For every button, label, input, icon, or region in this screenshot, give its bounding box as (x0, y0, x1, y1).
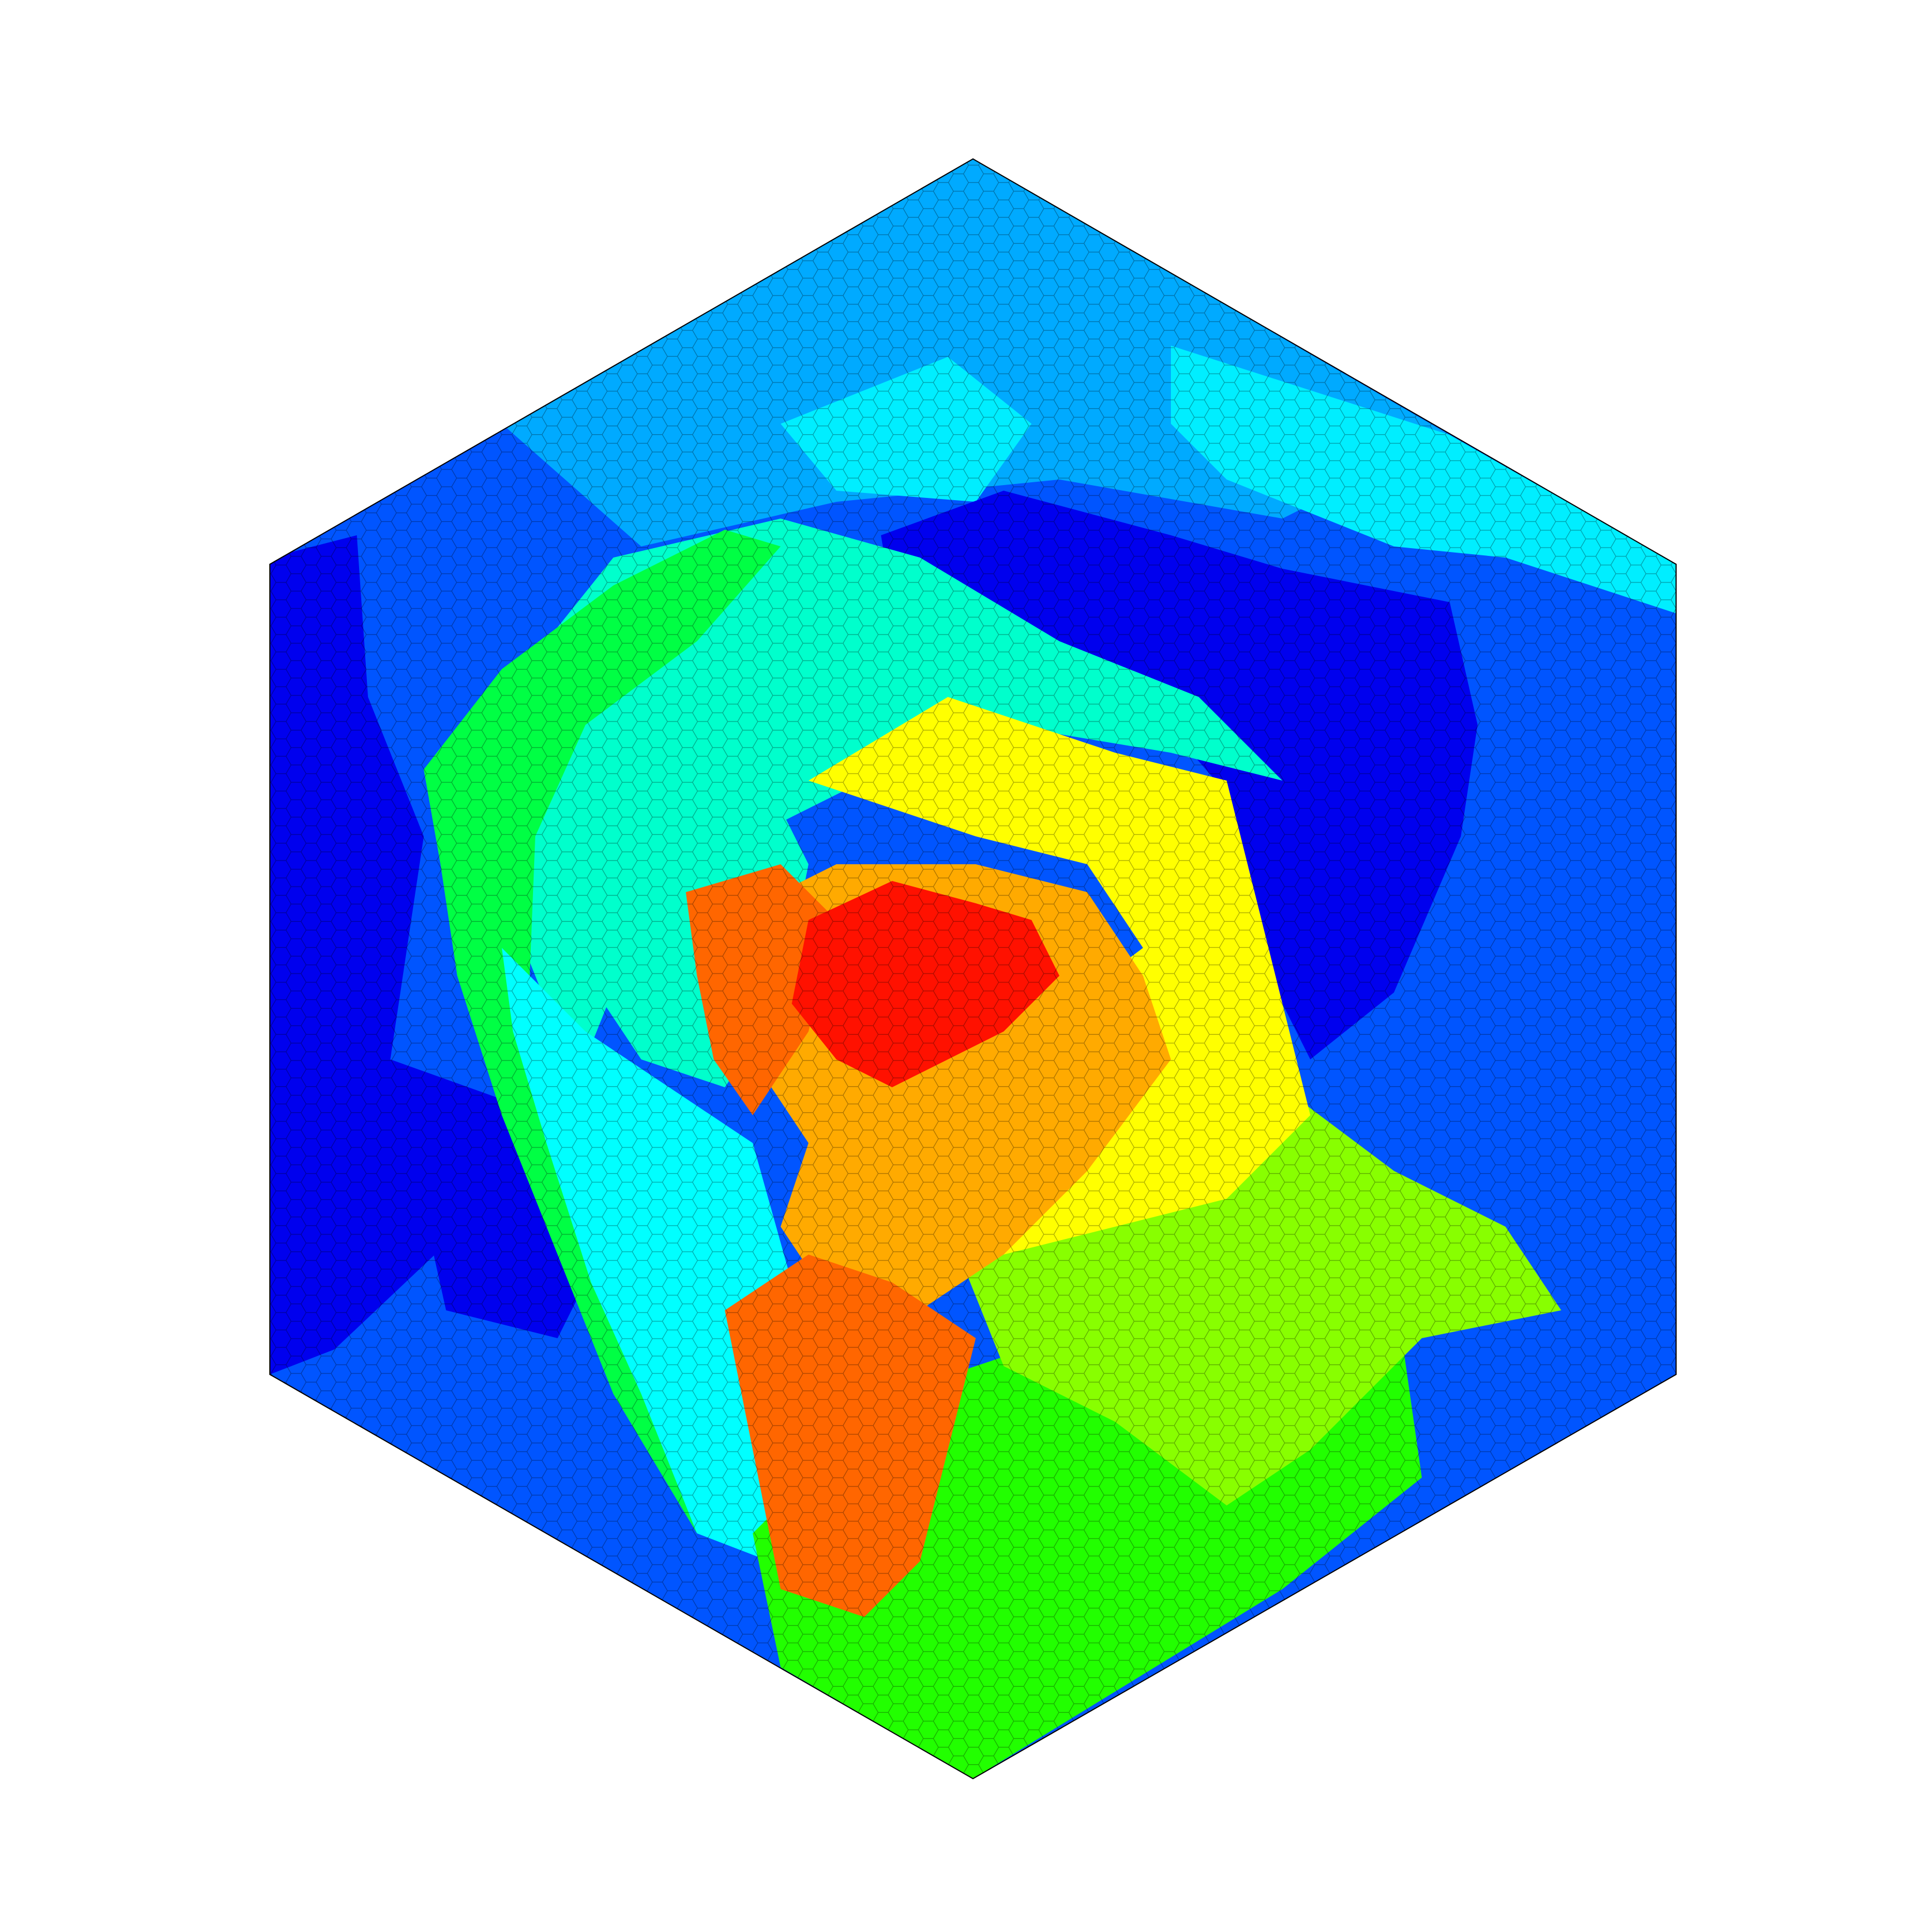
outer-boundary (269, 158, 1677, 1780)
